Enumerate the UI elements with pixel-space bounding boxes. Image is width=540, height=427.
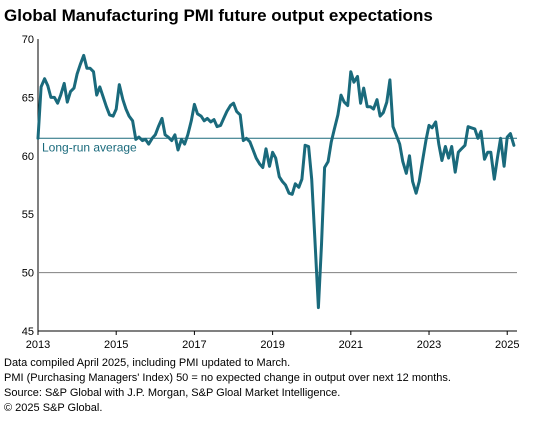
reference-lines: Long-run average: [38, 137, 517, 274]
footnote-source: Source: S&P Global with J.P. Morgan, S&P…: [4, 387, 341, 399]
long-run-average-label: Long-run average: [42, 140, 137, 154]
y-tick-label-60: 60: [22, 151, 34, 163]
y-tick-label-45: 45: [22, 326, 34, 338]
x-tick-label-2019: 2019: [260, 339, 284, 351]
series-line-0: [36, 53, 516, 310]
footnote-pmi-definition: PMI (Purchasing Managers' Index) 50 = no…: [4, 372, 451, 384]
series-layer: [36, 53, 516, 310]
footnote-copyright: © 2025 S&P Global.: [4, 402, 103, 414]
y-tick-label-55: 55: [22, 209, 34, 221]
chart-title: Global Manufacturing PMI future output e…: [4, 6, 433, 25]
footnote-data-compiled: Data compiled April 2025, including PMI …: [4, 357, 291, 369]
tick-labels: 45 50 55 60 65 70 2013 2015 2017 2019 2021 2023 2025: [22, 34, 520, 351]
x-tick-label-2013: 2013: [26, 339, 50, 351]
y-tick-label-50: 50: [22, 268, 34, 280]
x-tick-label-2017: 2017: [182, 339, 206, 351]
y-tick-label-65: 65: [22, 92, 34, 104]
x-tick-label-2021: 2021: [339, 339, 363, 351]
axes: [37, 39, 517, 335]
x-tick-label-2023: 2023: [417, 339, 441, 351]
y-tick-label-70: 70: [22, 34, 34, 46]
x-tick-label-2015: 2015: [104, 339, 128, 351]
x-tick-label-2025: 2025: [495, 339, 519, 351]
